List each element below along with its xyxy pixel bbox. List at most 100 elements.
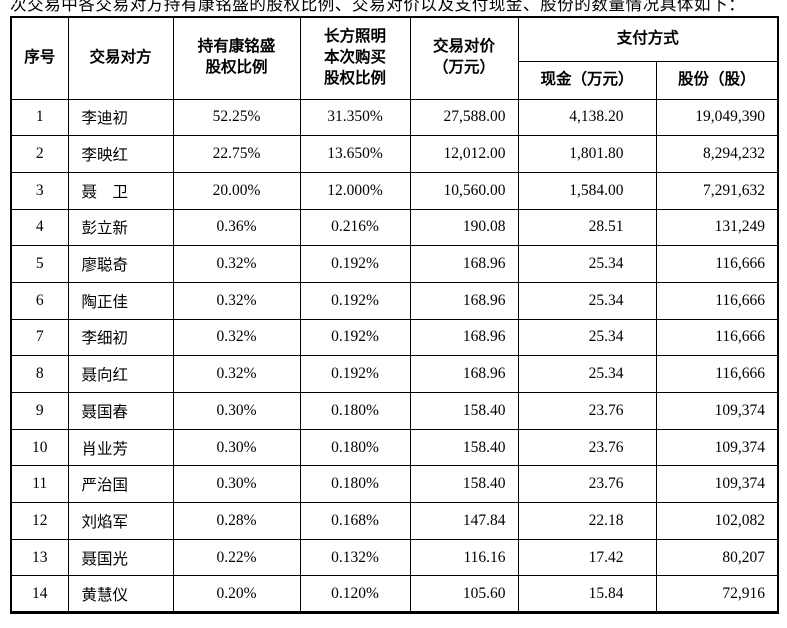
cell-cash: 23.76 (517, 465, 657, 504)
cell-purchase-ratio: 0.168% (299, 502, 411, 540)
cell-holding-ratio: 0.30% (172, 465, 301, 504)
cell-purchase-ratio: 0.180% (299, 465, 411, 504)
header-holding-ratio: 持有康铭盛 股权比例 (172, 16, 301, 100)
cell-seq: 11 (10, 465, 69, 504)
cell-shares: 19,049,390 (655, 98, 779, 137)
cell-seq: 6 (10, 281, 69, 320)
cell-consideration: 190.08 (409, 208, 519, 247)
cell-purchase-ratio: 31.350% (299, 98, 411, 137)
cell-shares: 7,291,632 (655, 171, 779, 210)
cell-holding-ratio: 0.22% (172, 538, 301, 577)
cell-seq: 14 (10, 575, 69, 614)
cell-shares: 109,374 (655, 465, 779, 504)
cell-seq: 10 (10, 428, 69, 467)
cell-consideration: 168.96 (409, 355, 519, 393)
cell-counterparty: 陶正佳 (67, 281, 174, 320)
cell-purchase-ratio: 0.120% (299, 575, 411, 614)
header-counterparty: 交易对方 (67, 16, 174, 100)
cell-seq: 3 (10, 171, 69, 210)
cell-shares: 116,666 (655, 318, 779, 357)
cell-holding-ratio: 0.30% (172, 392, 301, 430)
table-row: 10 肖业芳 0.30% 0.180% 158.40 23.76 109,374 (10, 428, 779, 467)
cell-seq: 7 (10, 318, 69, 357)
cell-counterparty: 李迪初 (67, 98, 174, 137)
header-cash: 现金（万元） (517, 60, 657, 100)
cell-counterparty: 聂国光 (67, 538, 174, 577)
table-row: 13 聂国光 0.22% 0.132% 116.16 17.42 80,207 (10, 538, 779, 577)
cell-purchase-ratio: 0.180% (299, 392, 411, 430)
cell-consideration: 105.60 (409, 575, 519, 614)
cell-consideration: 168.96 (409, 318, 519, 357)
cell-seq: 8 (10, 355, 69, 393)
header-payment-method: 支付方式 (517, 16, 779, 62)
cell-holding-ratio: 0.32% (172, 245, 301, 283)
cell-seq: 13 (10, 538, 69, 577)
cell-consideration: 168.96 (409, 281, 519, 320)
table-row: 5 廖聪奇 0.32% 0.192% 168.96 25.34 116,666 (10, 245, 779, 283)
cell-shares: 116,666 (655, 281, 779, 320)
cell-holding-ratio: 0.32% (172, 355, 301, 393)
cell-counterparty: 聂国春 (67, 392, 174, 430)
cell-consideration: 158.40 (409, 428, 519, 467)
cell-holding-ratio: 0.20% (172, 575, 301, 614)
cell-holding-ratio: 20.00% (172, 171, 301, 210)
transaction-payment-table: 序号 交易对方 持有康铭盛 股权比例 长方照明 本次购买 股权比例 交易对价 （… (10, 16, 780, 615)
cell-cash: 17.42 (517, 538, 657, 577)
cell-consideration: 168.96 (409, 245, 519, 283)
cell-counterparty: 彭立新 (67, 208, 174, 247)
cell-counterparty: 严治国 (67, 465, 174, 504)
cell-seq: 12 (10, 502, 69, 540)
cell-holding-ratio: 0.36% (172, 208, 301, 247)
cell-purchase-ratio: 13.650% (299, 135, 411, 173)
cell-purchase-ratio: 0.192% (299, 318, 411, 357)
table-row: 7 李细初 0.32% 0.192% 168.96 25.34 116,666 (10, 318, 779, 357)
table-row: 1 李迪初 52.25% 31.350% 27,588.00 4,138.20 … (10, 98, 779, 137)
table-row: 11 严治国 0.30% 0.180% 158.40 23.76 109,374 (10, 465, 779, 504)
cell-consideration: 147.84 (409, 502, 519, 540)
cell-purchase-ratio: 0.216% (299, 208, 411, 247)
cell-holding-ratio: 0.28% (172, 502, 301, 540)
cell-seq: 2 (10, 135, 69, 173)
cell-consideration: 158.40 (409, 392, 519, 430)
table-row: 9 聂国春 0.30% 0.180% 158.40 23.76 109,374 (10, 392, 779, 430)
cell-shares: 8,294,232 (655, 135, 779, 173)
table-row: 6 陶正佳 0.32% 0.192% 168.96 25.34 116,666 (10, 281, 779, 320)
cell-holding-ratio: 0.32% (172, 318, 301, 357)
cell-cash: 25.34 (517, 318, 657, 357)
cell-holding-ratio: 22.75% (172, 135, 301, 173)
cell-cash: 23.76 (517, 392, 657, 430)
cell-cash: 25.34 (517, 245, 657, 283)
cell-seq: 4 (10, 208, 69, 247)
cell-counterparty: 李映红 (67, 135, 174, 173)
cell-consideration: 27,588.00 (409, 98, 519, 137)
cell-cash: 4,138.20 (517, 98, 657, 137)
cell-shares: 131,249 (655, 208, 779, 247)
cell-consideration: 116.16 (409, 538, 519, 577)
cell-counterparty: 聂 卫 (67, 171, 174, 210)
cell-shares: 102,082 (655, 502, 779, 540)
header-purchase-ratio: 长方照明 本次购买 股权比例 (299, 16, 411, 100)
cell-purchase-ratio: 0.192% (299, 245, 411, 283)
clipped-paragraph-text: 次交易中各交易对方持有康铭盛的股权比例、交易对价以及支付现金、股份的数量情况具体… (10, 0, 780, 13)
cell-holding-ratio: 0.30% (172, 428, 301, 467)
cell-counterparty: 黄慧仪 (67, 575, 174, 614)
cell-seq: 1 (10, 98, 69, 137)
table-row: 3 聂 卫 20.00% 12.000% 10,560.00 1,584.00 … (10, 171, 779, 210)
cell-consideration: 10,560.00 (409, 171, 519, 210)
table-row: 12 刘焰军 0.28% 0.168% 147.84 22.18 102,082 (10, 502, 779, 540)
table-row: 8 聂向红 0.32% 0.192% 168.96 25.34 116,666 (10, 355, 779, 393)
cell-counterparty: 李细初 (67, 318, 174, 357)
cell-purchase-ratio: 0.192% (299, 355, 411, 393)
cell-holding-ratio: 52.25% (172, 98, 301, 137)
cell-cash: 23.76 (517, 428, 657, 467)
cell-consideration: 158.40 (409, 465, 519, 504)
cell-purchase-ratio: 0.192% (299, 281, 411, 320)
cell-shares: 109,374 (655, 392, 779, 430)
cell-cash: 1,801.80 (517, 135, 657, 173)
table-row: 4 彭立新 0.36% 0.216% 190.08 28.51 131,249 (10, 208, 779, 247)
table-row: 14 黄慧仪 0.20% 0.120% 105.60 15.84 72,916 (10, 575, 779, 614)
cell-cash: 25.34 (517, 355, 657, 393)
cell-cash: 1,584.00 (517, 171, 657, 210)
table-header-row-1: 序号 交易对方 持有康铭盛 股权比例 长方照明 本次购买 股权比例 交易对价 （… (10, 16, 779, 100)
